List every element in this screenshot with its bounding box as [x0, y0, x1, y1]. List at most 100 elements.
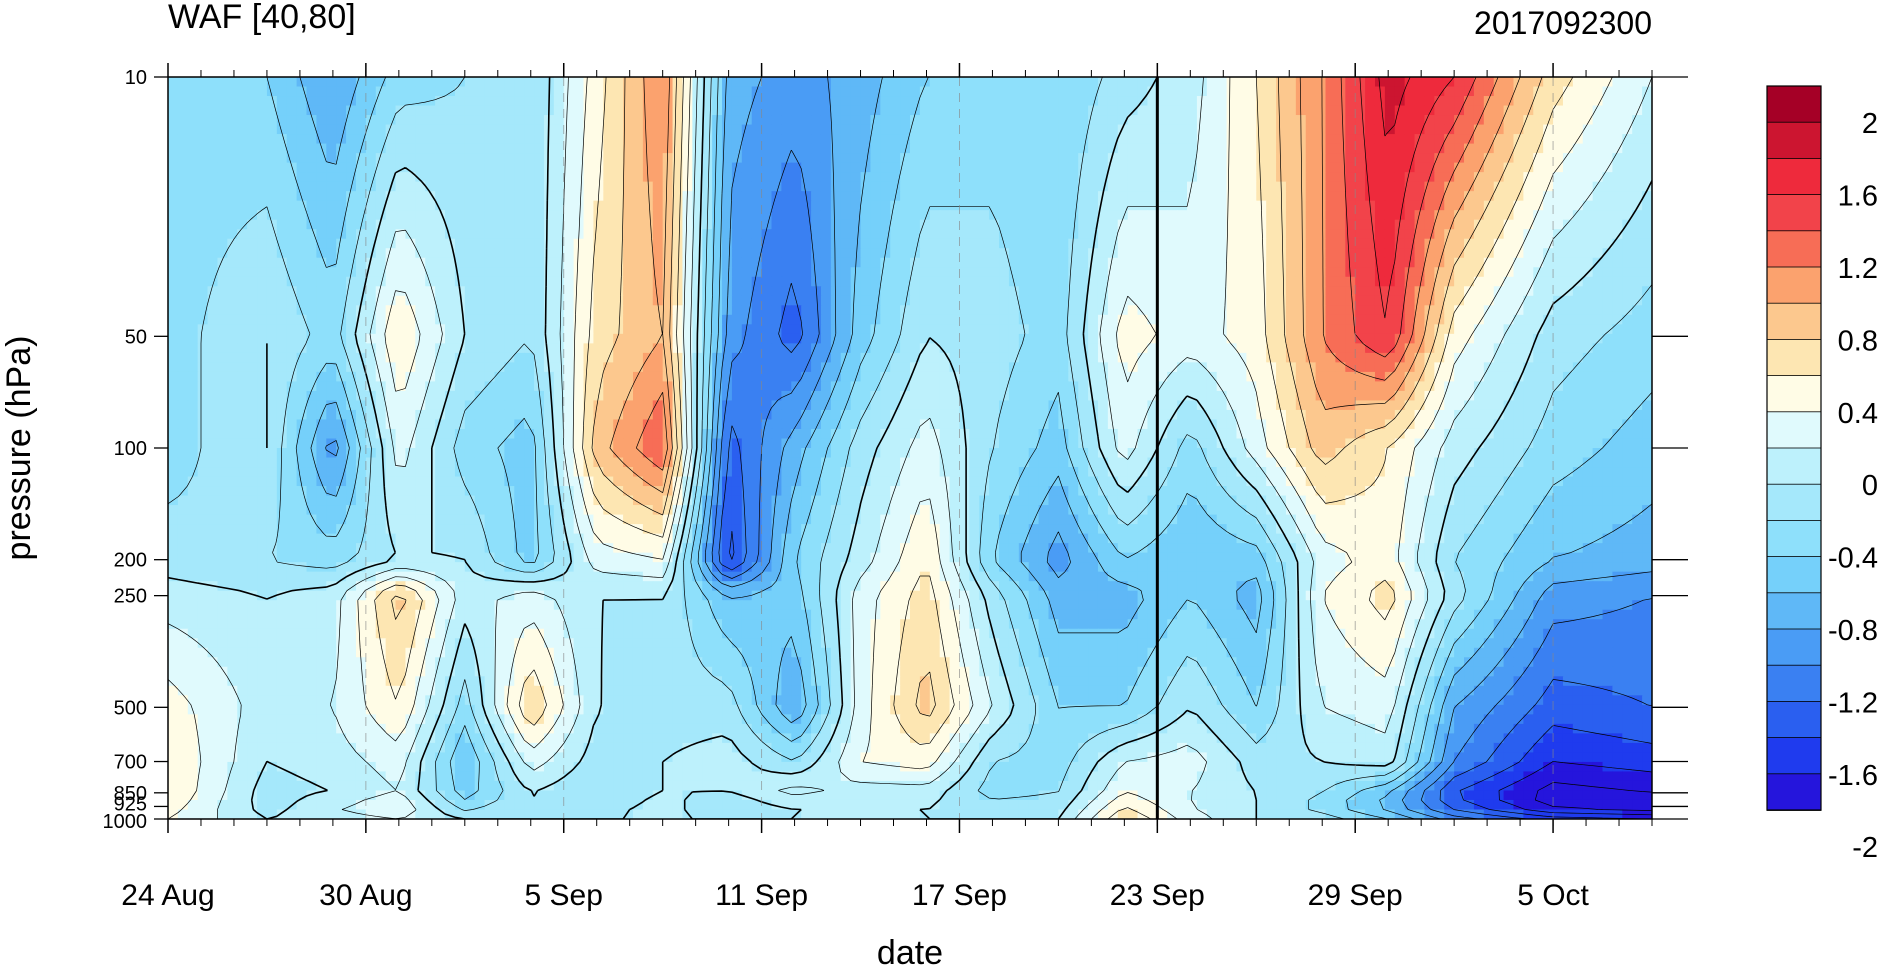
contour-cell — [672, 143, 684, 154]
contour-cell — [177, 181, 189, 192]
contour-cell — [1038, 124, 1050, 135]
contour-cell — [1622, 343, 1633, 354]
contour-cell — [929, 181, 941, 192]
contour-cell — [1137, 314, 1149, 326]
contour-cell — [1434, 371, 1445, 383]
contour-cell — [395, 333, 407, 345]
contour-cell — [1177, 352, 1188, 364]
contour-cell — [682, 362, 694, 373]
contour-cell — [1078, 267, 1089, 278]
contour-cell — [652, 172, 664, 183]
contour-cell — [504, 267, 515, 278]
contour-cell — [820, 200, 832, 211]
contour-cell — [1305, 96, 1317, 107]
contour-cell — [741, 362, 753, 373]
contour-cell — [276, 343, 288, 354]
contour-cell — [1523, 324, 1534, 335]
contour-cell — [494, 172, 506, 183]
contour-cell — [1582, 200, 1594, 211]
contour-cell — [1365, 181, 1376, 192]
contour-cell — [1394, 124, 1406, 135]
contour-cell — [1097, 77, 1109, 88]
contour-cell — [168, 191, 179, 202]
contour-cell — [405, 181, 417, 192]
contour-cell — [474, 143, 486, 154]
contour-cell — [1038, 105, 1050, 116]
contour-cell — [741, 295, 753, 306]
contour-cell — [1622, 333, 1633, 345]
contour-cell — [266, 143, 278, 154]
contour-cell — [939, 134, 951, 145]
contour-cell — [1464, 162, 1475, 173]
contour-cell — [692, 248, 703, 259]
contour-cell — [1572, 191, 1584, 202]
contour-cell — [702, 248, 713, 259]
contour-cell — [1434, 153, 1445, 164]
contour-cell — [573, 172, 585, 183]
contour-cell — [286, 105, 298, 116]
contour-cell — [336, 96, 347, 107]
contour-cell — [217, 267, 229, 278]
contour-cell — [464, 134, 476, 145]
contour-cell — [1404, 276, 1416, 287]
contour-cell — [623, 143, 634, 154]
contour-cell — [316, 153, 327, 164]
contour-cell — [1276, 267, 1287, 278]
contour-cell — [1206, 143, 1218, 154]
contour-cell — [1008, 229, 1020, 240]
contour-cell — [751, 219, 763, 230]
contour-cell — [365, 371, 377, 383]
contour-cell — [751, 115, 763, 126]
contour-cell — [652, 324, 664, 335]
contour-cell — [1018, 200, 1030, 211]
contour-cell — [1285, 219, 1297, 230]
contour-cell — [989, 134, 1000, 145]
contour-cell — [1295, 267, 1307, 278]
contour-cell — [1028, 248, 1040, 259]
contour-cell — [247, 77, 258, 88]
contour-cell — [425, 172, 436, 183]
contour-cell — [811, 96, 822, 107]
contour-cell — [504, 162, 515, 173]
contour-cell — [207, 238, 219, 249]
contour-cell — [524, 248, 535, 259]
contour-cell — [494, 305, 506, 316]
contour-cell — [1582, 77, 1594, 88]
contour-cell — [1276, 96, 1287, 107]
contour-cell — [316, 172, 327, 183]
contour-cell — [266, 153, 278, 164]
contour-cell — [632, 77, 644, 88]
contour-cell — [1147, 238, 1159, 249]
contour-cell — [1562, 333, 1574, 345]
contour-cell — [286, 324, 298, 335]
contour-cell — [1582, 96, 1594, 107]
contour-cell — [207, 229, 219, 240]
contour-cell — [1434, 276, 1445, 287]
contour-cell — [613, 257, 624, 268]
contour-cell — [1048, 134, 1060, 145]
contour-cell — [207, 343, 219, 354]
contour-cell — [326, 77, 337, 88]
contour-cell — [365, 219, 377, 230]
contour-cell — [1365, 381, 1376, 392]
contour-cell — [1572, 96, 1584, 107]
contour-cell — [583, 343, 595, 354]
contour-cell — [395, 115, 407, 126]
contour-cell — [603, 305, 614, 316]
contour-cell — [731, 362, 743, 373]
contour-cell — [642, 124, 654, 135]
contour-cell — [514, 267, 525, 278]
contour-cell — [850, 343, 862, 354]
contour-cell — [1315, 219, 1327, 230]
contour-cell — [1266, 276, 1277, 287]
contour-cell — [731, 352, 743, 364]
contour-cell — [494, 267, 506, 278]
contour-cell — [346, 371, 357, 383]
contour-cell — [316, 248, 327, 259]
contour-cell — [316, 162, 327, 173]
contour-cell — [514, 371, 525, 383]
contour-cell — [1434, 172, 1445, 183]
contour-cell — [573, 257, 585, 268]
contour-cell — [811, 352, 822, 364]
contour-cell — [1355, 124, 1366, 135]
